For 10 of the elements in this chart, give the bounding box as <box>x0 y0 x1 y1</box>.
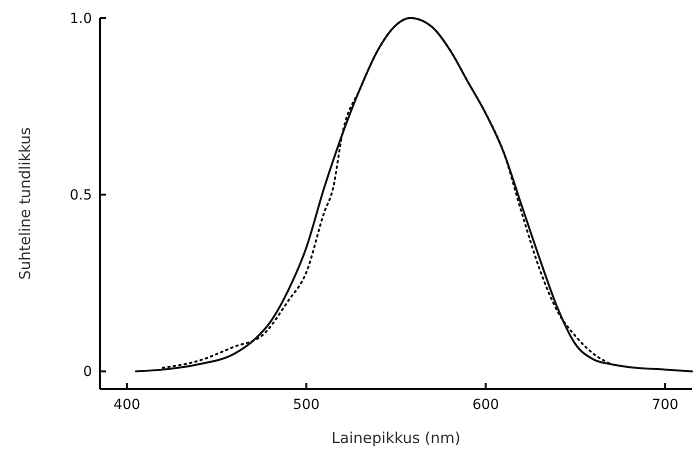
x-tick-label: 700 <box>652 397 678 413</box>
x-axis-title: Lainepikkus (nm) <box>332 429 460 447</box>
y-axis-title: Suhteline tundlikkus <box>16 127 34 280</box>
y-tick-label: 0.5 <box>70 188 92 204</box>
x-tick-label: 500 <box>292 397 320 413</box>
line-series <box>134 17 693 372</box>
x-tick-label: 400 <box>114 397 140 413</box>
y-tick-label: 0 <box>83 364 92 380</box>
y-tick-label: 1.0 <box>70 10 92 27</box>
x-tick-label: 600 <box>472 397 500 413</box>
